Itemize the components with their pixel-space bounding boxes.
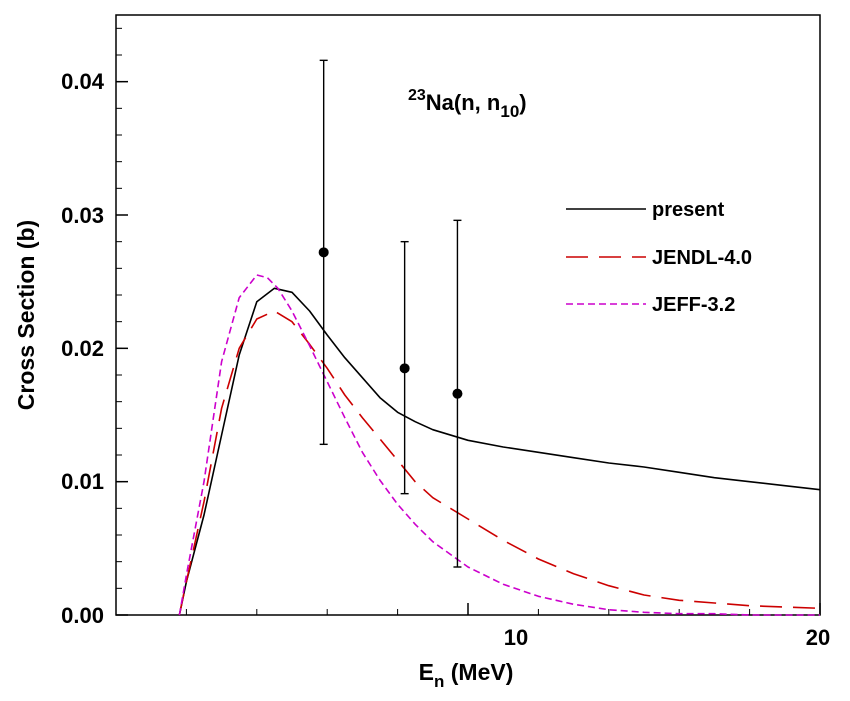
data-point bbox=[318, 247, 329, 258]
y-tick-label: 0.00 bbox=[61, 603, 104, 628]
data-point bbox=[452, 388, 463, 399]
x-axis-label-main: E bbox=[419, 659, 434, 685]
series-line-jendl-4-0 bbox=[178, 310, 821, 616]
series-line-jeff-3-2 bbox=[178, 274, 820, 616]
annotation-main: Na(n, n bbox=[426, 90, 501, 115]
minor-ticks bbox=[115, 27, 821, 616]
y-tick-label: 0.01 bbox=[61, 469, 104, 494]
reaction-annotation: 23Na(n, n10) bbox=[408, 87, 527, 121]
data-point bbox=[399, 363, 410, 374]
x-axis-label: En (MeV) bbox=[419, 659, 514, 691]
major-ticks bbox=[116, 80, 821, 616]
y-tick-label: 0.04 bbox=[61, 69, 105, 94]
legend-label-jendl: JENDL-4.0 bbox=[652, 247, 752, 269]
x-axis-label-sub: n bbox=[434, 672, 444, 691]
experimental-points bbox=[318, 59, 463, 568]
x-tick-label: 10 bbox=[504, 625, 528, 650]
x-tick-labels: 10 20 bbox=[504, 625, 830, 650]
y-tick-label: 0.02 bbox=[61, 336, 104, 361]
annotation-close: ) bbox=[519, 90, 526, 115]
y-tick-label: 0.03 bbox=[61, 203, 104, 228]
legend: present JENDL-4.0 JEFF-3.2 bbox=[566, 199, 752, 316]
legend-label-present: present bbox=[652, 199, 725, 221]
x-tick-label: 20 bbox=[806, 625, 830, 650]
series-layer bbox=[178, 274, 821, 616]
x-axis-label-rest: (MeV) bbox=[444, 659, 513, 685]
annotation-sub: 10 bbox=[500, 102, 519, 121]
series-line-present bbox=[178, 287, 821, 616]
annotation-sup: 23 bbox=[408, 87, 426, 104]
legend-label-jeff: JEFF-3.2 bbox=[652, 294, 735, 316]
y-axis-label: Cross Section (b) bbox=[13, 220, 39, 410]
y-tick-labels: 0.00 0.01 0.02 0.03 0.04 bbox=[61, 69, 105, 628]
